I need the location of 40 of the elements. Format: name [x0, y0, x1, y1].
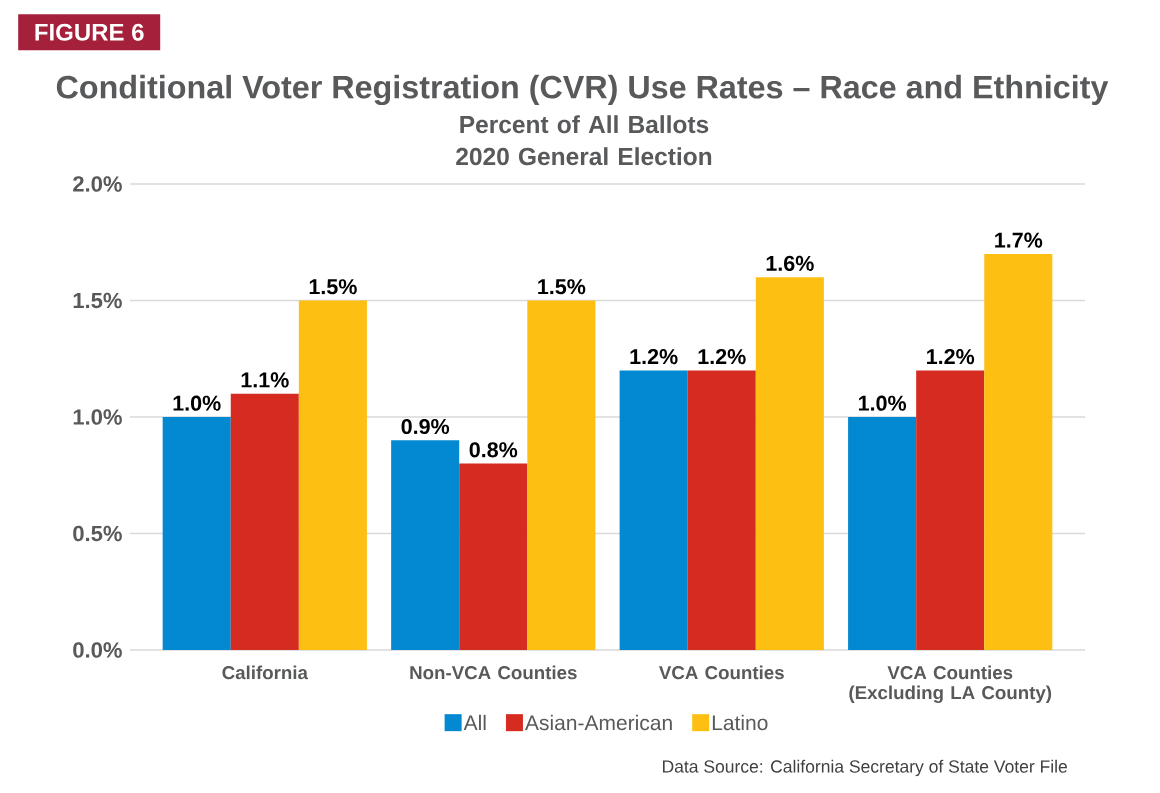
- legend-label: Latino: [712, 714, 768, 731]
- bar: [527, 300, 596, 650]
- data-label: 1.7%: [995, 232, 1043, 248]
- x-tick-label: Non-VCA Counties: [410, 665, 577, 680]
- y-tick-label: 0.5%: [73, 525, 122, 542]
- bar: [459, 463, 528, 650]
- legend-label: Asian-American: [525, 714, 672, 731]
- bar: [916, 370, 985, 650]
- legend-label: All: [463, 714, 486, 731]
- bar: [848, 417, 917, 650]
- x-tick-label: VCA Counties (Excluding LA County): [849, 665, 1052, 704]
- data-label: 1.2%: [927, 349, 975, 365]
- source-note: Data Source: California Secretary of State Voter File: [662, 759, 1067, 777]
- bar: [984, 253, 1053, 650]
- data-label: 0.8%: [469, 442, 518, 458]
- data-label: 1.5%: [309, 279, 357, 295]
- bar: [162, 417, 231, 650]
- caption: FIGURE 6: [35, 23, 144, 41]
- data-label: 1.6%: [766, 255, 814, 271]
- chart-subtitle: Percent of All Ballots 2020 General Election: [456, 115, 712, 166]
- data-label: 1.2%: [630, 349, 678, 365]
- y-tick-label: 2.0%: [73, 176, 122, 192]
- x-tick-label: California: [222, 665, 309, 680]
- data-label: 1.1%: [241, 372, 289, 388]
- data-label: 1.2%: [698, 349, 746, 365]
- data-label: 1.0%: [173, 395, 221, 411]
- x-tick-label: VCA Counties: [659, 665, 784, 680]
- bar: [391, 440, 460, 650]
- bar: [687, 370, 756, 650]
- data-label: 1.5%: [538, 279, 586, 295]
- bar: [230, 393, 299, 650]
- bar: [619, 370, 688, 650]
- data-label: 1.0%: [858, 395, 907, 411]
- bar: [298, 300, 367, 650]
- y-tick-label: 1.5%: [73, 292, 122, 309]
- chart-title: Conditional Voter Registration (CVR) Use Rates – Race and Ethnicity: [56, 74, 1109, 106]
- data-label: 0.9%: [401, 418, 450, 435]
- bar: [755, 277, 824, 650]
- y-tick-label: 0.0%: [73, 642, 122, 658]
- y-tick-label: 1.0%: [73, 409, 122, 425]
